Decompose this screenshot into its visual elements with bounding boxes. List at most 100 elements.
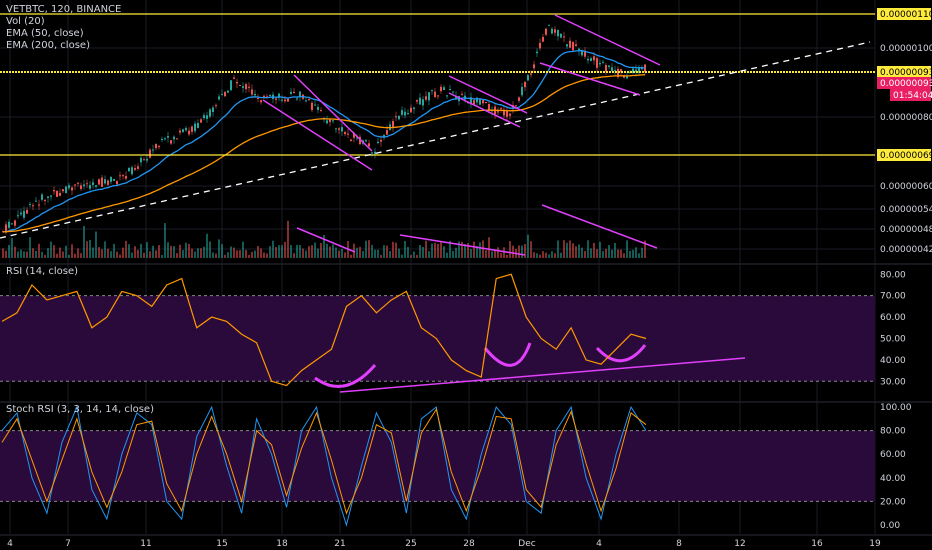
y-tick-label: 0.00000060 bbox=[880, 182, 932, 192]
volume-bar bbox=[530, 241, 532, 258]
candle-body bbox=[314, 104, 316, 106]
stoch-y-tick-label: 40.00 bbox=[880, 474, 906, 484]
volume-bar bbox=[371, 244, 373, 258]
volume-bar bbox=[416, 254, 418, 258]
volume-bar bbox=[254, 250, 256, 258]
volume-bar bbox=[200, 248, 202, 258]
legend-ema200: EMA (200, close) bbox=[6, 40, 90, 51]
candle-body bbox=[452, 91, 454, 93]
candle-body bbox=[605, 64, 607, 72]
volume-bar bbox=[593, 242, 595, 258]
volume-bar bbox=[374, 249, 376, 258]
volume-bar bbox=[536, 253, 538, 258]
y-tick-label: 0.00000100 bbox=[880, 44, 932, 54]
volume-bar bbox=[158, 245, 160, 258]
candle-body bbox=[242, 86, 244, 88]
candle-body bbox=[350, 139, 352, 142]
candle-body bbox=[365, 140, 367, 142]
candle-body bbox=[98, 179, 100, 185]
volume-bar bbox=[35, 250, 37, 258]
candle-body bbox=[131, 167, 133, 175]
candle-body bbox=[143, 159, 145, 161]
x-tick-label: 16 bbox=[811, 539, 823, 549]
candle-body bbox=[551, 28, 553, 34]
stoch-y-tick-label: 0.00 bbox=[880, 521, 900, 531]
candle-body bbox=[227, 90, 229, 93]
volume-bar bbox=[467, 243, 469, 258]
volume-bar bbox=[452, 250, 454, 258]
candle-body bbox=[359, 136, 361, 145]
volume-bar bbox=[62, 251, 64, 258]
volume-bar bbox=[239, 250, 241, 258]
volume-bar bbox=[485, 250, 487, 258]
candle-body bbox=[68, 185, 70, 189]
volume-bar bbox=[107, 248, 109, 258]
volume-bar bbox=[41, 251, 43, 258]
candle-body bbox=[635, 69, 637, 72]
annotation-line bbox=[399, 234, 526, 256]
volume-bar bbox=[26, 251, 28, 258]
volume-bar bbox=[443, 246, 445, 258]
candle-body bbox=[194, 123, 196, 132]
candle-body bbox=[587, 58, 589, 61]
volume-bar bbox=[344, 252, 346, 258]
level-tag bbox=[877, 66, 931, 78]
volume-bar bbox=[509, 241, 511, 258]
volume-bar bbox=[71, 244, 73, 258]
volume-bar bbox=[644, 240, 646, 258]
candle-body bbox=[608, 65, 610, 67]
symbol-title: VETBTC, 120, BINANCE bbox=[6, 4, 122, 15]
volume-bar bbox=[146, 242, 148, 258]
candle-body bbox=[65, 186, 67, 194]
volume-bar bbox=[137, 249, 139, 258]
volume-bar bbox=[182, 250, 184, 258]
candle-body bbox=[140, 157, 142, 163]
x-tick-label: 11 bbox=[140, 539, 151, 549]
volume-bar bbox=[215, 253, 217, 258]
candlesticks bbox=[2, 24, 646, 235]
volume-bar bbox=[482, 240, 484, 258]
candle-body bbox=[347, 133, 349, 135]
volume-bar bbox=[434, 242, 436, 258]
candle-body bbox=[32, 205, 34, 207]
candle-body bbox=[476, 97, 478, 103]
volume-bar bbox=[341, 248, 343, 258]
candle-body bbox=[584, 50, 586, 57]
volume-bar bbox=[101, 249, 103, 258]
volume-bar bbox=[74, 253, 76, 258]
level-tag bbox=[877, 8, 931, 20]
volume-bar bbox=[242, 241, 244, 258]
volume-bar bbox=[368, 240, 370, 258]
volume-bar bbox=[338, 250, 340, 258]
candle-body bbox=[77, 182, 79, 184]
rsi-title: RSI (14, close) bbox=[6, 266, 79, 277]
rsi-y-tick-label: 70.00 bbox=[880, 292, 906, 302]
volume-bar bbox=[359, 246, 361, 258]
volume-bar bbox=[464, 244, 466, 258]
volume-bar bbox=[362, 251, 364, 258]
volume-bar bbox=[431, 243, 433, 258]
annotation-line bbox=[293, 74, 373, 152]
candle-body bbox=[191, 126, 193, 132]
volume-bar bbox=[113, 243, 115, 258]
volume-bar bbox=[272, 240, 274, 258]
volume-bar bbox=[176, 253, 178, 258]
stoch-lines bbox=[1, 405, 647, 527]
volume-bar bbox=[179, 244, 181, 258]
stoch-y-tick-label: 100.00 bbox=[880, 403, 912, 413]
stoch-y-tick-label: 80.00 bbox=[880, 427, 906, 437]
volume-bar bbox=[578, 244, 580, 258]
volume-bar bbox=[590, 248, 592, 258]
x-tick-label: 18 bbox=[276, 539, 288, 549]
candle-body bbox=[566, 44, 568, 47]
candle-body bbox=[428, 92, 430, 101]
volume-bar bbox=[125, 240, 127, 258]
candle-body bbox=[185, 128, 187, 131]
volume-bar bbox=[557, 240, 559, 258]
candle-body bbox=[479, 99, 481, 105]
candle-body bbox=[524, 81, 526, 88]
volume-bar bbox=[350, 254, 352, 258]
volume-bar bbox=[461, 241, 463, 258]
volume-bar bbox=[611, 249, 613, 258]
candle-body bbox=[569, 40, 571, 48]
